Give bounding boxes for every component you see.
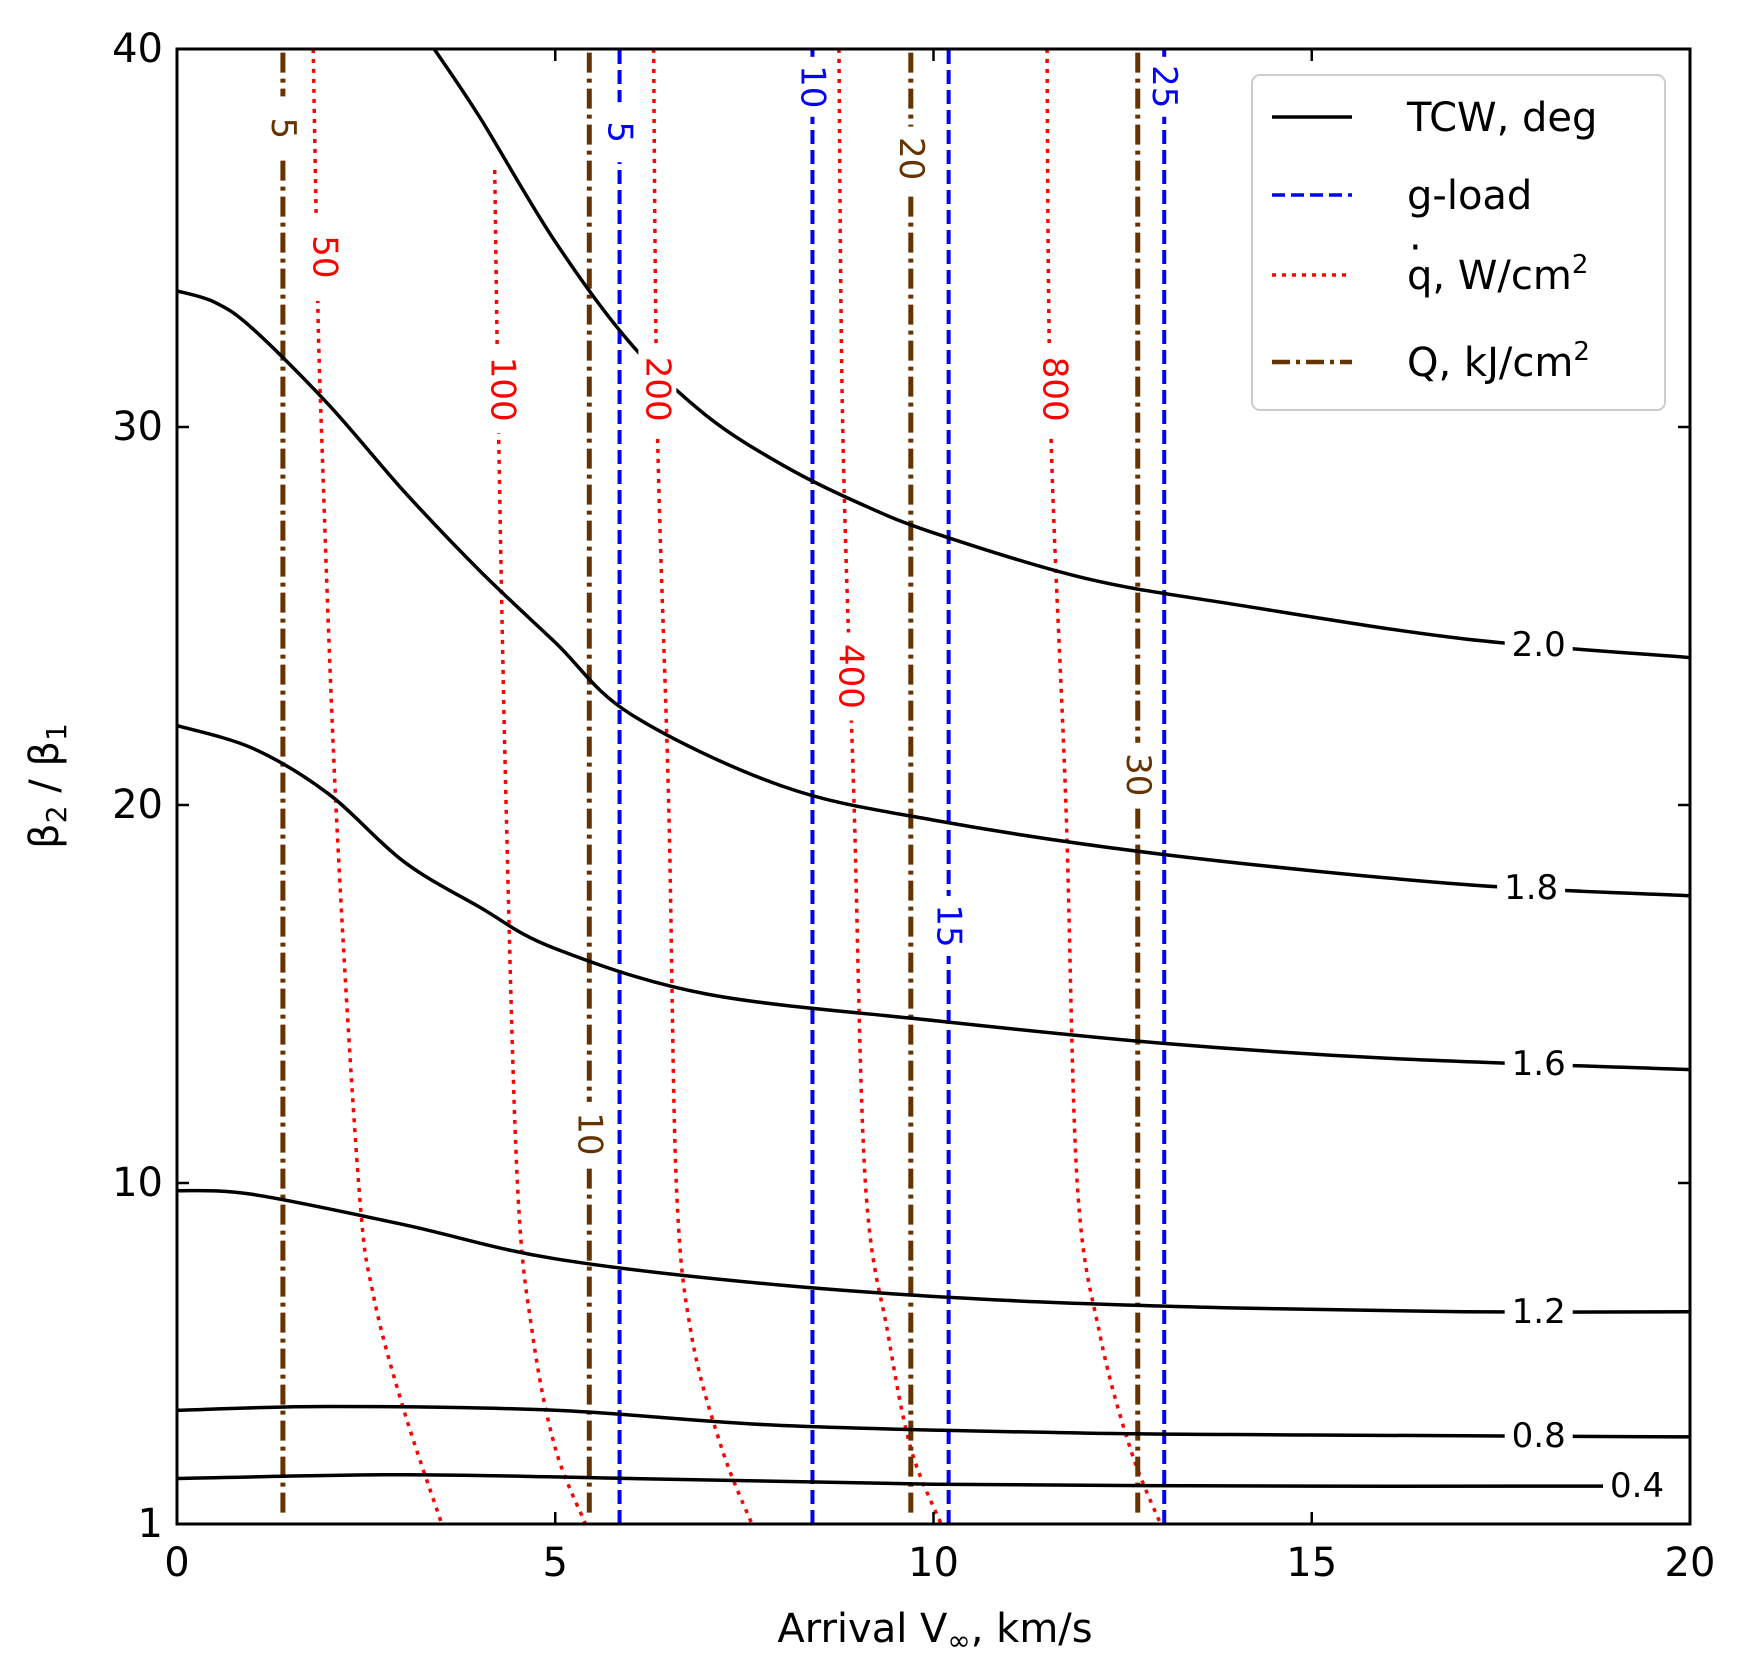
contour-label-layer: 50 100 200 400 800 5 10 20 30 5 10 15 25 0.4 0.8 1.2 1.6… <box>263 56 1672 1509</box>
y-tick-label-20: 20 <box>112 782 163 828</box>
heat-load-label-30: 30 <box>1118 753 1158 796</box>
heat-rate-contour-50 <box>311 49 444 1524</box>
gload-label-5: 5 <box>600 121 640 143</box>
y-axis-label: β2 / β1 <box>22 723 73 849</box>
tcw-contour-1.6 <box>177 723 1690 1072</box>
heat-rate-label-bg <box>831 632 870 721</box>
heat-rate-contour-400 <box>837 49 943 1524</box>
heat-load-label-bg <box>891 126 930 191</box>
tcw-contour-0.8 <box>177 1404 1690 1439</box>
heat-rate-label-bg <box>305 212 344 301</box>
heat-load-label-bg <box>263 96 302 161</box>
gload-label-bg <box>600 102 639 163</box>
tcw-contour-0.4 <box>177 1472 1615 1488</box>
tcw-label-0.4: 0.4 <box>1610 1466 1664 1506</box>
legend-heat-load-label: Q, kJ/cm2 <box>1407 337 1590 386</box>
y-tick-label-10: 10 <box>112 1160 163 1206</box>
heat-rate-label-200: 200 <box>637 357 677 422</box>
tcw-label-0.8: 0.8 <box>1512 1416 1566 1456</box>
heat-rate-label-50: 50 <box>305 235 345 278</box>
heat-load-label-20: 20 <box>891 137 931 180</box>
tcw-label-1.8: 1.8 <box>1504 868 1558 908</box>
x-axis-label: Arrival V∞, km/s <box>777 1606 1092 1657</box>
gload-label-bg <box>929 895 968 956</box>
y-tick-label-40: 40 <box>112 26 163 72</box>
heat-rate-label-400: 400 <box>830 644 870 709</box>
tcw-label-bg <box>1504 1289 1573 1334</box>
x-tick-label-20: 20 <box>1665 1540 1716 1586</box>
x-tick-label-10: 10 <box>908 1540 959 1586</box>
legend: TCW, deg g-load q, W/cm2 · Q, kJ/cm2 <box>1251 74 1666 411</box>
heat-rate-label-100: 100 <box>482 357 522 422</box>
tcw-label-bg <box>1504 1041 1573 1086</box>
gload-label-25: 25 <box>1144 65 1184 108</box>
heat-load-label-bg <box>570 1101 609 1166</box>
heat-load-label-5: 5 <box>263 118 303 140</box>
tcw-label-bg <box>1504 1414 1573 1459</box>
y-tick-label-30: 30 <box>112 404 163 450</box>
tcw-label-bg <box>1603 1464 1672 1509</box>
tcw-contour-2.0 <box>432 49 1690 660</box>
y-tick-label-1: 1 <box>138 1501 163 1547</box>
x-tick-label-0: 0 <box>164 1540 189 1586</box>
gload-label-10: 10 <box>792 65 832 108</box>
heat-rate-label-bg <box>483 345 522 434</box>
tcw-label-bg <box>1497 865 1566 910</box>
tcw-label-1.6: 1.6 <box>1512 1044 1566 1084</box>
x-tick-label-5: 5 <box>543 1540 568 1586</box>
heat-load-label-bg <box>1118 742 1157 807</box>
gload-label-bg <box>1145 56 1184 117</box>
legend-heat-rate-dot: · <box>1409 225 1422 271</box>
axis-ticks: 0 5 10 15 20 1 10 20 30 40 <box>112 26 1715 1586</box>
legend-heat-rate-label: q, W/cm2 <box>1407 250 1588 299</box>
tcw-contour-1.8 <box>177 289 1690 898</box>
legend-gload-label: g-load <box>1407 173 1532 219</box>
tcw-label-2.0: 2.0 <box>1512 625 1566 665</box>
legend-tcw-label: TCW, deg <box>1406 95 1597 141</box>
x-tick-label-15: 15 <box>1286 1540 1337 1586</box>
tcw-contour-1.2 <box>177 1188 1690 1314</box>
plot-data-layer <box>177 49 1690 1524</box>
heat-load-label-10: 10 <box>569 1112 609 1155</box>
heat-rate-label-800: 800 <box>1035 357 1075 422</box>
legend-box <box>1251 74 1666 411</box>
tcw-label-1.2: 1.2 <box>1512 1292 1566 1332</box>
gload-label-15: 15 <box>929 904 969 947</box>
tcw-label-bg <box>1504 622 1573 667</box>
heat-rate-label-bg <box>1035 345 1074 434</box>
heat-rate-label-bg <box>638 345 677 434</box>
gload-label-bg <box>793 56 832 117</box>
